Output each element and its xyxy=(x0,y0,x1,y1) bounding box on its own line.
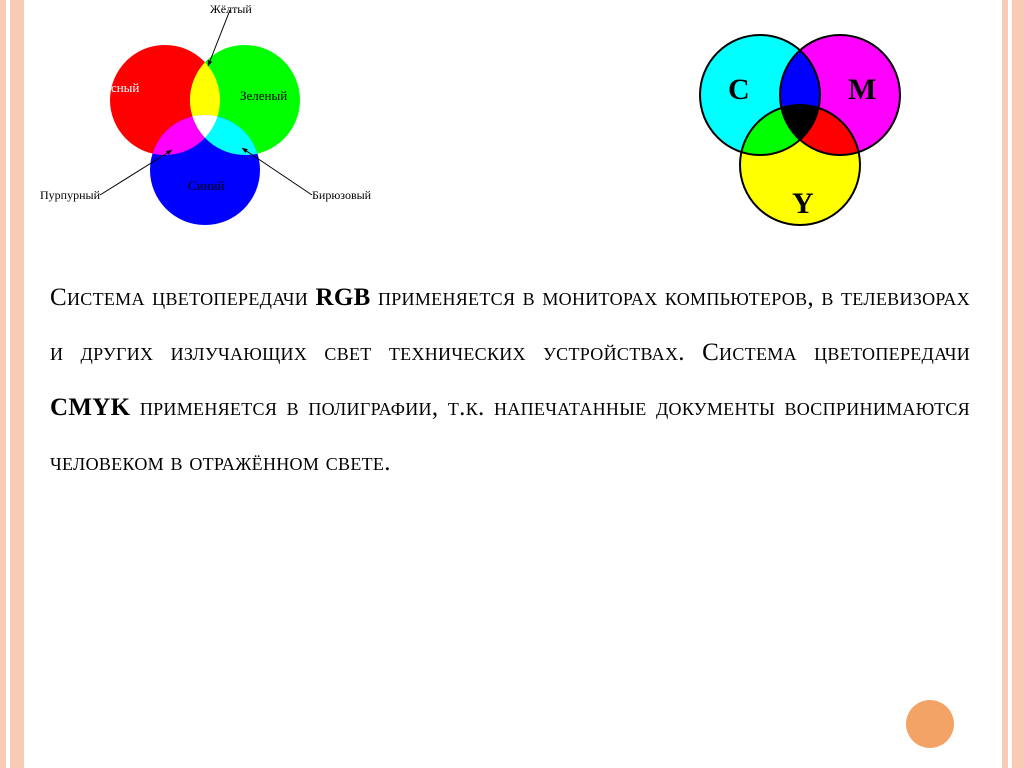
diagram-area: Жёлтый Красный Зеленый Пурпурный Бирюзовый Си… xyxy=(40,0,990,260)
text-rgb: RGB xyxy=(315,284,370,311)
cmyk-venn-diagram: C M Y xyxy=(680,15,940,255)
rgb-venn-diagram: ЖёлтыйКрасныйЗеленыйПурпурныйБирюзовыйСи… xyxy=(80,10,380,250)
rgb-label: Синий xyxy=(188,178,225,194)
decorative-stripe xyxy=(10,0,24,768)
slide-content: Жёлтый Красный Зеленый Пурпурный Бирюзовый Си… xyxy=(40,0,990,768)
accent-dot xyxy=(906,700,954,748)
rgb-label: Пурпурный xyxy=(40,188,100,203)
rgb-label: Красный xyxy=(90,80,139,96)
rgb-label: Жёлтый xyxy=(210,2,252,17)
pointer-line xyxy=(80,10,380,250)
decorative-stripe xyxy=(1002,0,1008,768)
rgb-label: Зеленый xyxy=(240,88,287,104)
rgb-label: Бирюзовый xyxy=(312,188,371,203)
cmyk-label: M xyxy=(848,73,876,107)
decorative-stripe xyxy=(0,0,6,768)
decorative-stripe xyxy=(1012,0,1024,768)
text-cmyk: CMYK xyxy=(50,394,130,421)
body-text: Система цветопередачи RGB применяется в … xyxy=(40,270,990,490)
text-seg-3: применяется в полиграфии, т.к. напечатан… xyxy=(50,394,970,476)
cmyk-label: Y xyxy=(792,187,814,221)
text-seg-1: Система цветопередачи xyxy=(50,284,315,311)
cmyk-label: C xyxy=(728,73,750,107)
